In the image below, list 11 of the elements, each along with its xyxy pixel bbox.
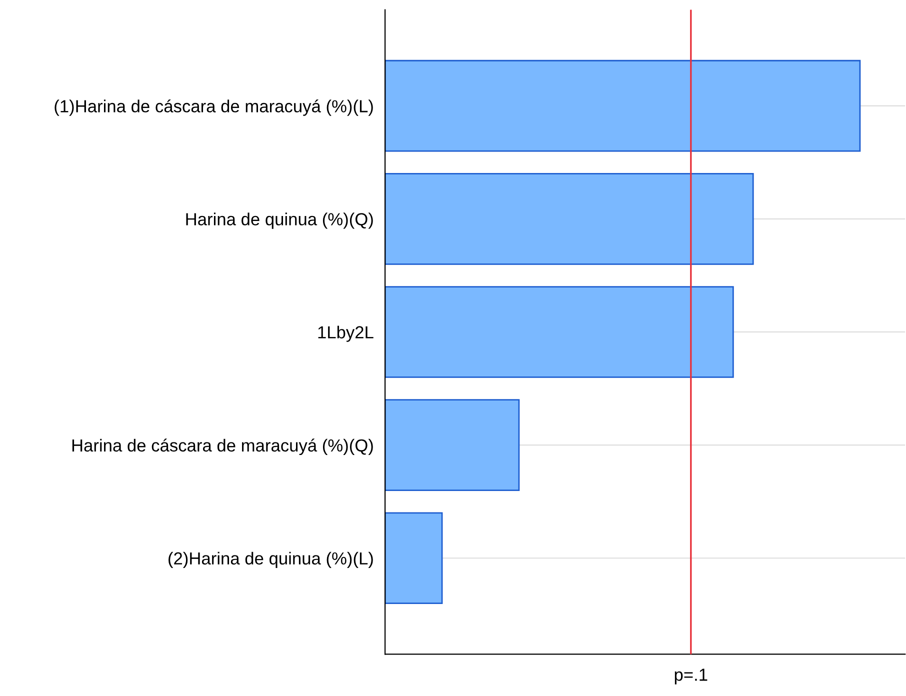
y-tick-label: (2)Harina de quinua (%)(L) <box>168 552 373 568</box>
y-tick-label: (1)Harina de cáscara de maracuyá (%)(L) <box>54 99 373 116</box>
ref-line-label: p=.1 <box>674 668 708 684</box>
bar <box>385 512 443 604</box>
bar <box>385 60 861 152</box>
y-tick-label: 1Lby2L <box>318 326 374 342</box>
y-tick-label: Harina de cáscara de maracuyá (%)(Q) <box>72 438 373 456</box>
bar <box>385 399 520 491</box>
bar <box>385 173 754 265</box>
bar <box>385 286 734 378</box>
y-tick-label: Harina de quinua (%)(Q) <box>186 212 373 229</box>
